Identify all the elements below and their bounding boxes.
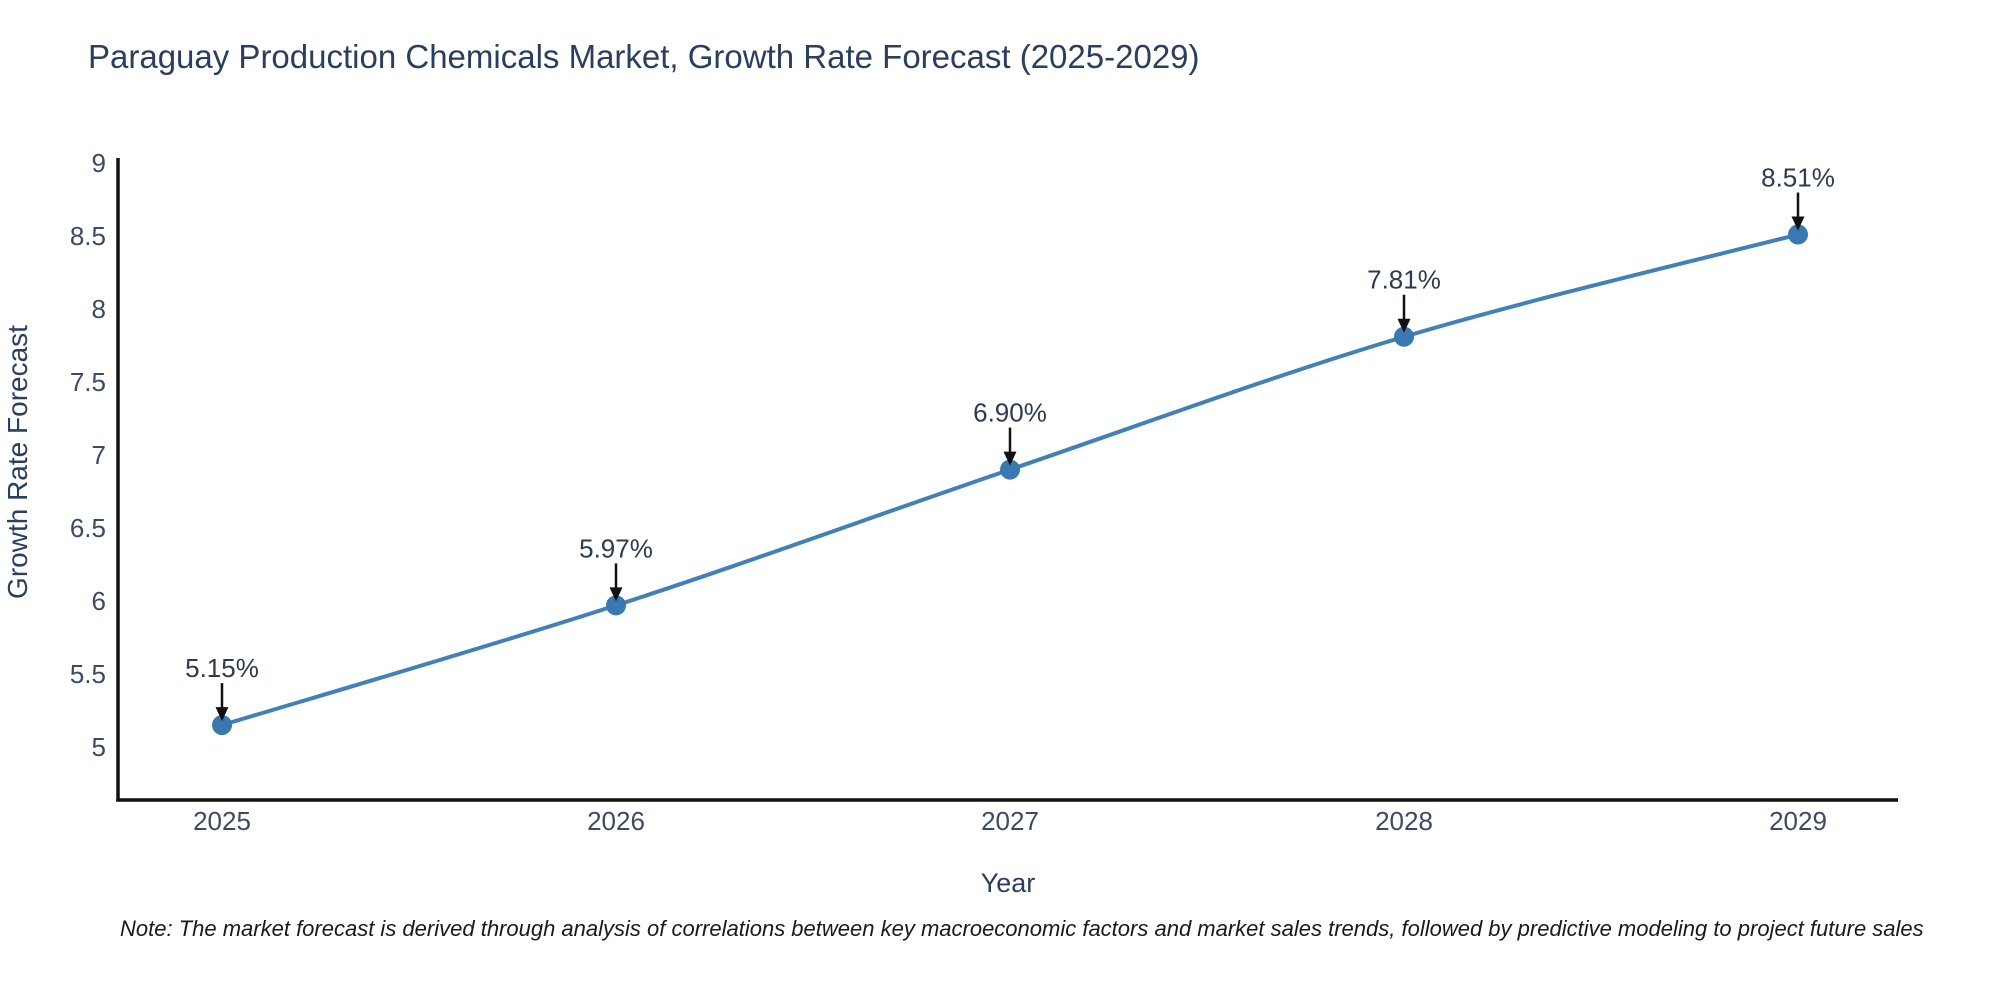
annotation-arrow-head: [1397, 318, 1411, 333]
point-annotation-label: 5.15%: [185, 653, 259, 683]
footnote: Note: The market forecast is derived thr…: [120, 916, 1924, 941]
y-tick-label: 7: [92, 440, 106, 470]
x-tick-label: 2028: [1375, 806, 1433, 836]
y-tick-label: 7.5: [70, 367, 106, 397]
point-annotation-label: 8.51%: [1761, 163, 1835, 193]
data-point-marker: [212, 715, 232, 736]
x-tick-label: 2027: [981, 806, 1039, 836]
annotation-arrow-head: [609, 587, 623, 602]
x-tick-label: 2025: [193, 806, 251, 836]
y-tick-label: 6.5: [70, 513, 106, 543]
chart-title: Paraguay Production Chemicals Market, Gr…: [88, 38, 1200, 75]
y-axis-title: Growth Rate Forecast: [2, 325, 33, 599]
y-tick-label: 8: [92, 294, 106, 324]
y-tick-label: 8.5: [70, 221, 106, 251]
x-tick-label: 2026: [587, 806, 645, 836]
point-annotation-label: 5.97%: [579, 533, 653, 563]
x-tick-label: 2029: [1769, 806, 1827, 836]
y-tick-label: 5.5: [70, 659, 106, 689]
line-series-path: [220, 232, 1800, 728]
data-point-marker: [1788, 224, 1808, 245]
data-point-marker: [606, 595, 626, 616]
y-tick-label: 9: [92, 148, 106, 178]
annotation-arrow-head: [1003, 451, 1017, 466]
data-point-marker: [1394, 326, 1414, 347]
y-tick-label: 6: [92, 586, 106, 616]
x-axis-title: Year: [981, 868, 1036, 898]
point-annotation-label: 6.90%: [973, 398, 1047, 428]
annotation-arrow-head: [215, 707, 229, 722]
point-annotation-label: 7.81%: [1367, 265, 1441, 295]
annotation-arrow-head: [1791, 216, 1805, 231]
data-point-marker: [1000, 459, 1020, 480]
y-tick-label: 5: [92, 732, 106, 762]
